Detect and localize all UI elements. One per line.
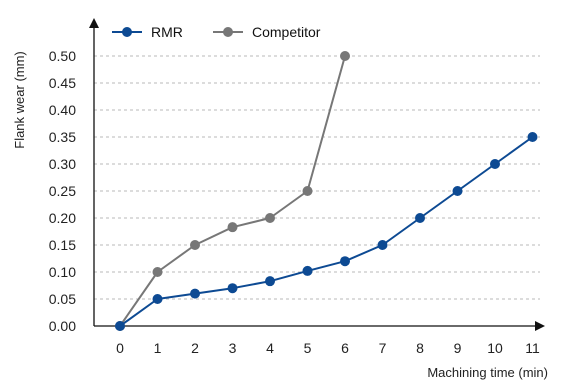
data-point <box>415 213 425 223</box>
x-tick-label: 0 <box>116 340 124 356</box>
x-axis-arrow-icon <box>535 321 545 331</box>
axes <box>89 18 545 331</box>
data-point <box>302 186 313 196</box>
data-point <box>152 294 163 304</box>
tick-labels: 0.00 0.05 0.10 0.15 0.20 0.25 0.30 0.35 0.40 0.45… <box>49 48 540 356</box>
y-axis-title: Flank wear (mm) <box>12 51 27 149</box>
data-point <box>265 213 275 223</box>
series-line <box>119 136 534 327</box>
data-point <box>265 276 275 287</box>
legend-item: RMR <box>112 24 183 40</box>
data-point <box>152 267 163 277</box>
y-tick-label: 0.30 <box>49 156 76 172</box>
y-axis-arrow-icon <box>89 18 99 28</box>
series <box>115 51 538 331</box>
legend-label: RMR <box>151 24 183 40</box>
x-tick-label: 8 <box>416 340 424 356</box>
data-point <box>302 265 313 276</box>
x-tick-label: 10 <box>487 340 503 356</box>
x-tick-label: 11 <box>525 340 540 356</box>
legend-marker <box>223 27 233 37</box>
legend-marker <box>122 27 132 37</box>
x-tick-label: 5 <box>304 340 312 356</box>
data-point <box>190 288 200 299</box>
legend-item: Competitor <box>213 24 321 40</box>
y-tick-label: 0.40 <box>49 102 76 118</box>
data-point <box>490 159 500 169</box>
x-tick-label: 9 <box>454 340 462 356</box>
y-tick-label: 0.00 <box>49 318 76 334</box>
data-point <box>190 240 200 250</box>
data-point <box>340 256 350 267</box>
y-tick-label: 0.45 <box>49 75 76 91</box>
data-point <box>452 186 463 196</box>
y-tick-label: 0.50 <box>49 48 76 64</box>
x-axis-title: Machining time (min) <box>427 365 548 380</box>
x-tick-label: 1 <box>154 340 162 356</box>
y-tick-label: 0.35 <box>49 129 76 145</box>
series-rmr <box>115 132 538 331</box>
y-tick-label: 0.05 <box>49 291 76 307</box>
legend: RMR Competitor <box>112 24 321 40</box>
data-point <box>527 132 538 142</box>
data-point <box>377 240 388 250</box>
x-tick-label: 2 <box>191 340 199 356</box>
data-point <box>227 283 238 294</box>
data-point <box>340 51 350 61</box>
y-tick-label: 0.20 <box>49 210 76 226</box>
data-point <box>227 222 238 233</box>
y-tick-label: 0.15 <box>49 237 76 253</box>
data-point <box>115 321 125 331</box>
x-tick-label: 7 <box>379 340 387 356</box>
y-tick-label: 0.10 <box>49 264 76 280</box>
x-tick-label: 4 <box>266 340 274 356</box>
x-tick-label: 6 <box>341 340 349 356</box>
grid <box>94 55 540 300</box>
x-tick-label: 3 <box>229 340 237 356</box>
y-tick-label: 0.25 <box>49 183 76 199</box>
legend-label: Competitor <box>252 24 321 40</box>
